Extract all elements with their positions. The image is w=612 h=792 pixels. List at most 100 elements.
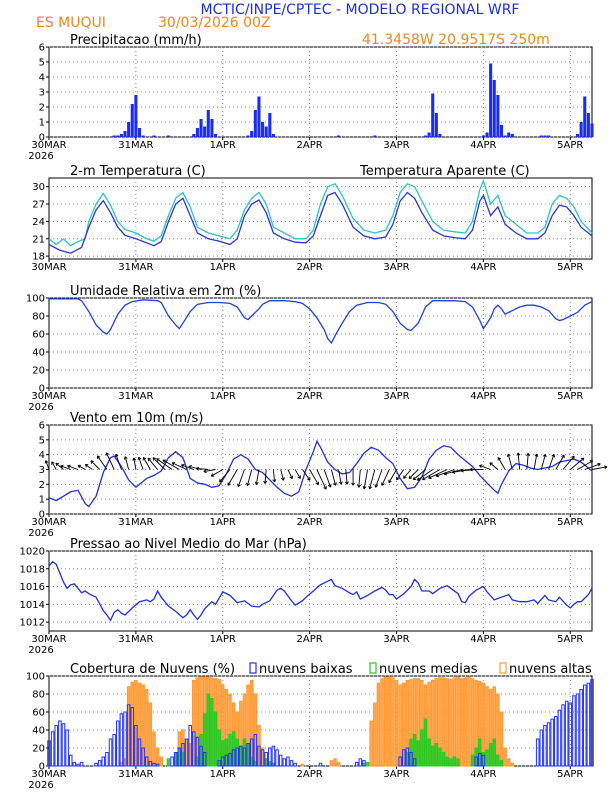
cloud-bar-high xyxy=(510,762,515,767)
cloud-bar-low xyxy=(188,725,192,767)
cloud-bar-low xyxy=(58,720,62,767)
wind-arrow-head xyxy=(188,464,192,469)
wind-arrow-head xyxy=(289,475,293,480)
precip-bar xyxy=(499,125,504,137)
x-tick-label: 30MAR xyxy=(31,140,66,151)
cloud-bar-low xyxy=(65,729,69,767)
cloud-bar-low xyxy=(535,738,540,767)
y-tick-label: 60 xyxy=(32,708,45,719)
precip-bar xyxy=(510,134,514,137)
cloud-bar-mid xyxy=(441,752,446,767)
x-tick-label: 5APR xyxy=(557,140,583,151)
cloud-bar-high xyxy=(333,758,337,767)
wind-arrow xyxy=(210,469,223,477)
precip-bar xyxy=(427,132,431,137)
cloud-bar-low xyxy=(137,738,142,767)
series-line-temperatura xyxy=(48,191,593,254)
x-tick-label: 31MAR xyxy=(118,262,153,273)
wind-arrow xyxy=(152,457,166,470)
wind-arrow-head xyxy=(237,483,241,488)
wind-arrow-head xyxy=(181,463,185,468)
legend-swatch xyxy=(499,662,507,674)
wind-arrow xyxy=(272,469,275,483)
cloud-bar-low xyxy=(173,752,178,767)
precip-bar xyxy=(264,126,268,137)
cloud-bar-low xyxy=(239,745,243,767)
precip-bar xyxy=(192,134,196,137)
cloud-bar-low xyxy=(192,731,196,767)
precip-bar xyxy=(590,123,594,137)
x-tick-label: 2APR xyxy=(297,140,323,151)
cloud-bar-low xyxy=(50,731,55,767)
cloud-bar-low xyxy=(260,749,265,767)
cloud-bar-mid xyxy=(485,749,489,767)
y-tick-label: 4 xyxy=(39,450,45,461)
wind-arrow xyxy=(548,454,555,470)
wind-arrow-head xyxy=(60,464,64,469)
x-tick-label: 31MAR xyxy=(118,634,153,645)
wind-arrow-head xyxy=(428,475,432,479)
wind-arrow-head xyxy=(147,457,152,462)
cloud-bar-low xyxy=(177,747,182,767)
cloud-bar-low xyxy=(224,754,229,767)
wind-arrow-head xyxy=(67,464,71,469)
wind-arrow-head xyxy=(381,482,385,486)
y-tick-label: 6 xyxy=(39,43,45,54)
cloud-bar-low xyxy=(554,716,558,767)
y-tick-label: 0 xyxy=(39,384,45,395)
cloud-bar-low xyxy=(242,747,247,767)
cloud-bar-low xyxy=(108,738,113,767)
cloud-bar-high xyxy=(398,684,402,767)
panel-wind: 0 1 2 3 4 5 6 30MAR 31MAR 1APR 2APR 3APR 4APR 5APR 202… xyxy=(28,411,608,539)
cloud-bar-high xyxy=(470,678,475,767)
y-tick-label: 3 xyxy=(39,88,45,99)
wind-arrow xyxy=(363,469,369,490)
precip-bar xyxy=(485,132,489,137)
wind-arrow-head xyxy=(114,453,119,458)
cloud-bar-low xyxy=(79,761,84,767)
cloud-bar-low xyxy=(97,760,102,767)
panel-frame xyxy=(48,550,593,632)
precip-bar xyxy=(547,135,551,137)
cloud-bar-low xyxy=(264,752,268,767)
wind-arrow-head xyxy=(77,464,82,469)
y-tick-label: 18 xyxy=(32,252,45,263)
wind-arrow-head xyxy=(597,462,601,467)
wind-arrow xyxy=(338,469,342,485)
wind-arrow-head xyxy=(307,477,311,481)
wind-arrow-head xyxy=(156,458,160,462)
wind-arrow-head xyxy=(137,456,142,461)
x-tick-label: 2APR xyxy=(297,634,323,645)
cloud-bar-low xyxy=(478,752,482,767)
x-tick-label: 2APR xyxy=(297,517,323,528)
x-tick-label: 30MAR xyxy=(31,517,66,528)
x-tick-label: 3APR xyxy=(383,517,409,528)
x-tick-label: 30MAR xyxy=(31,262,66,273)
cloud-bar-mid xyxy=(166,758,171,767)
wind-arrow-head xyxy=(142,456,147,461)
wind-arrow xyxy=(162,459,180,470)
precip-bar xyxy=(489,63,493,137)
series-line-velocidade xyxy=(48,439,593,508)
y-tick-label: 1020 xyxy=(20,547,45,558)
cloud-bar-low xyxy=(54,725,59,767)
cloud-bar-low xyxy=(170,756,174,767)
cloud-bar-low xyxy=(134,725,138,767)
cloud-bar-low xyxy=(123,711,127,767)
wind-arrow-head xyxy=(345,481,349,485)
cloud-bar-low xyxy=(546,722,551,767)
y-tick-label: 1012 xyxy=(20,618,45,629)
panel-frame xyxy=(48,46,593,138)
cloud-bar-mid xyxy=(499,760,504,767)
wind-arrow-head xyxy=(171,462,176,466)
wind-arrow-head xyxy=(403,475,407,479)
cloud-bar-high xyxy=(449,679,453,767)
datetime-label: 30/03/2026 00Z xyxy=(158,15,271,31)
wind-arrow-head xyxy=(263,480,268,484)
wind-arrow xyxy=(381,469,390,486)
panel-title: Pressao ao Nivel Medio do Mar (hPa) xyxy=(70,537,307,552)
cloud-bar-high xyxy=(300,763,305,767)
panel-title: Umidade Relativa em 2m (%) xyxy=(70,284,261,299)
wind-arrow xyxy=(105,452,115,470)
precip-bar xyxy=(203,126,207,137)
